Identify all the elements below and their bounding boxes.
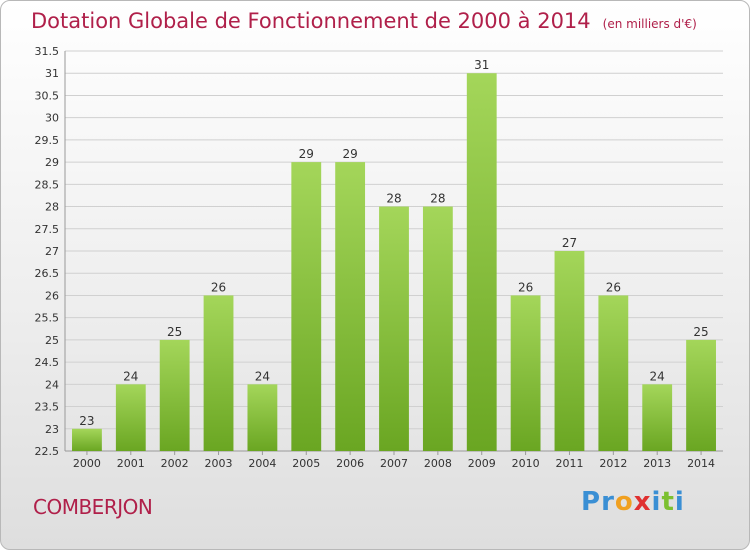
bar-value-label: 26: [606, 280, 621, 294]
commune-name: COMBERJON: [33, 495, 153, 519]
bar-value-label: 24: [255, 369, 270, 383]
bar: [247, 384, 278, 451]
y-tick-label: 26.5: [35, 267, 60, 280]
labels: 22.5 23 23.5 24 24.5 25 25.5 26 26.5 27 27.5 28 28.5…: [35, 45, 716, 470]
y-tick-label: 28.5: [35, 178, 60, 191]
bar-value-label: 31: [474, 58, 489, 72]
x-tick-label: 2008: [424, 457, 452, 470]
logo-letter: o: [614, 487, 634, 517]
bar-value-label: 28: [430, 192, 445, 206]
bar: [554, 251, 585, 451]
bar-value-label: 26: [211, 280, 226, 294]
chart-unit: (en milliers d'€): [602, 17, 697, 31]
bar: [466, 73, 497, 451]
logo-letter: i: [651, 487, 662, 517]
bar: [422, 206, 453, 451]
x-tick-label: 2013: [643, 457, 671, 470]
logo-letter: t: [661, 487, 675, 517]
bar-value-label: 29: [299, 147, 314, 161]
bar-value-label: 28: [386, 192, 401, 206]
y-tick-label: 25: [45, 334, 59, 347]
x-tick-label: 2011: [555, 457, 583, 470]
bar: [203, 295, 234, 451]
y-tick-label: 24.5: [35, 356, 60, 369]
x-tick-label: 2001: [117, 457, 145, 470]
y-tick-label: 27: [45, 245, 59, 258]
x-tick-label: 2004: [248, 457, 276, 470]
logo-letter: x: [633, 487, 652, 517]
y-tick-label: 29: [45, 156, 59, 169]
bar: [335, 162, 366, 451]
bar-value-label: 25: [693, 325, 708, 339]
x-tick-label: 2009: [468, 457, 496, 470]
bar: [510, 295, 541, 451]
bar: [72, 428, 102, 451]
chart-title-block: Dotation Globale de Fonctionnement de 20…: [31, 9, 697, 33]
x-tick-label: 2012: [599, 457, 627, 470]
bar: [642, 384, 673, 451]
x-tick-label: 2005: [292, 457, 320, 470]
logo-letter: P: [581, 487, 602, 517]
logo-letter: i: [674, 487, 685, 517]
y-tick-label: 30: [45, 112, 59, 125]
y-tick-label: 22.5: [35, 445, 60, 458]
y-tick-label: 30.5: [35, 89, 60, 102]
x-tick-label: 2014: [687, 457, 715, 470]
bar: [379, 206, 409, 451]
x-tick-label: 2010: [512, 457, 540, 470]
bar: [291, 162, 322, 451]
x-tick-label: 2007: [380, 457, 408, 470]
bar: [598, 295, 629, 451]
bar-value-label: 29: [342, 147, 357, 161]
bar: [115, 384, 146, 451]
bar-value-label: 24: [650, 369, 665, 383]
x-tick-label: 2003: [205, 457, 233, 470]
x-tick-label: 2000: [73, 457, 101, 470]
bar-value-label: 26: [518, 280, 533, 294]
y-tick-label: 24: [45, 378, 59, 391]
bar-value-label: 23: [79, 414, 94, 428]
y-tick-label: 31.5: [35, 45, 60, 58]
y-tick-label: 23: [45, 423, 59, 436]
y-tick-label: 26: [45, 289, 59, 302]
proxiti-logo[interactable]: Proxiti: [581, 487, 685, 517]
chart-title: Dotation Globale de Fonctionnement de 20…: [31, 9, 591, 33]
y-tick-label: 31: [45, 67, 59, 80]
bar-value-label: 24: [123, 369, 138, 383]
y-tick-label: 29.5: [35, 134, 60, 147]
y-tick-label: 27.5: [35, 223, 60, 236]
y-tick-label: 23.5: [35, 401, 60, 414]
bar: [159, 339, 190, 451]
bar-value-label: 27: [562, 236, 577, 250]
bars: [72, 73, 716, 451]
logo-letter: r: [601, 487, 615, 517]
y-tick-label: 25.5: [35, 312, 60, 325]
x-tick-label: 2002: [161, 457, 189, 470]
bar-value-label: 25: [167, 325, 182, 339]
bar: [686, 339, 716, 451]
x-tick-label: 2006: [336, 457, 364, 470]
y-tick-label: 28: [45, 201, 59, 214]
